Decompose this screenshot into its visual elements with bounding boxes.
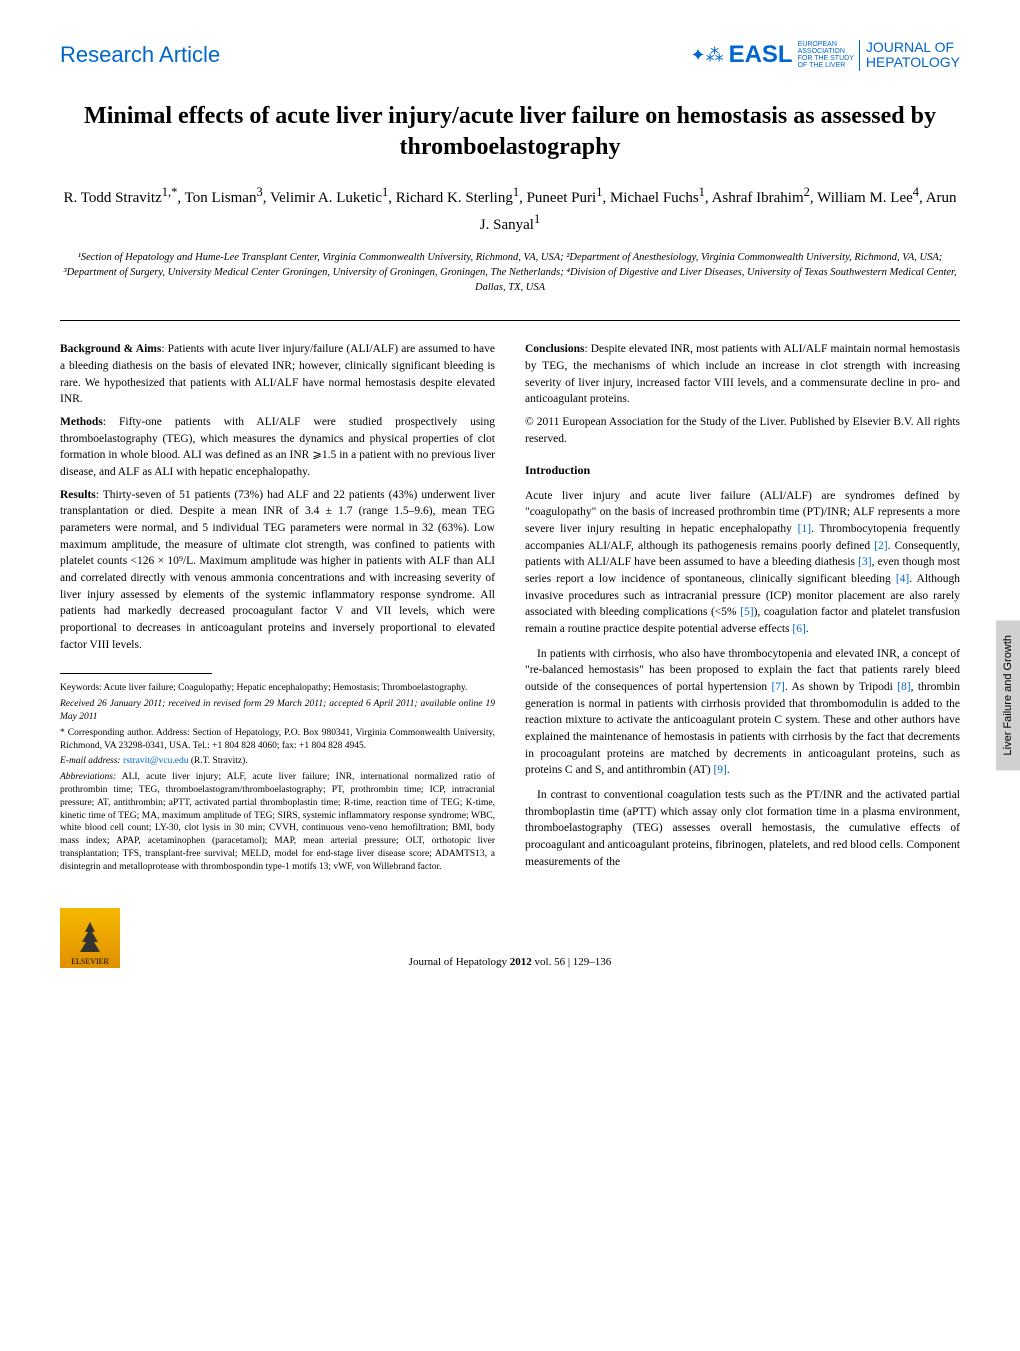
easl-icon: ✦⁂ [690,45,723,66]
introduction-body: Acute liver injury and acute liver failu… [525,488,960,871]
page-header: Research Article ✦⁂ EASL EUROPEAN ASSOCI… [60,40,960,71]
results-text: : Thirty-seven of 51 patients (73%) had … [60,489,495,651]
easl-text: EASL [729,41,793,69]
abstract-conclusions: Conclusions: Despite elevated INR, most … [525,341,960,408]
journal-logo-block: ✦⁂ EASL EUROPEAN ASSOCIATION FOR THE STU… [690,40,960,71]
left-column: Background & Aims: Patients with acute l… [60,341,495,878]
right-column: Conclusions: Despite elevated INR, most … [525,341,960,878]
methods-text: : Fifty-one patients with ALI/ALF were s… [60,416,495,478]
ref-2[interactable]: [2] [874,540,887,552]
elsevier-text: ELSEVIER [71,957,109,966]
background-label: Background & Aims [60,343,161,355]
conclusions-text: : Despite elevated INR, most patients wi… [525,343,960,405]
abstract-results: Results: Thirty-seven of 51 patients (73… [60,487,495,654]
email-line: E-mail address: rstravit@vcu.edu (R.T. S… [60,755,495,768]
elsevier-logo: ELSEVIER [60,908,120,968]
abbrev-text: ALI, acute liver injury; ALF, acute live… [60,772,495,872]
authors-list: R. Todd Stravitz1,*, Ton Lisman3, Velimi… [60,183,960,236]
abbreviations: Abbreviations: ALI, acute liver injury; … [60,771,495,874]
ref-3[interactable]: [3] [858,556,871,568]
easl-subtitle: EUROPEAN ASSOCIATION FOR THE STUDY OF TH… [798,41,854,69]
email-label: E-mail address: [60,756,123,766]
conclusions-label: Conclusions [525,343,584,355]
received-dates: Received 26 January 2011; received in re… [60,698,495,724]
ref-8[interactable]: [8] [897,681,910,693]
introduction-heading: Introduction [525,462,960,479]
side-tab-label: Liver Failure and Growth [996,620,1020,770]
ref-5[interactable]: [5] [740,606,753,618]
corresponding-author: * Corresponding author. Address: Section… [60,727,495,753]
email-suffix: (R.T. Stravitz). [188,756,247,766]
email-address[interactable]: rstravit@vcu.edu [123,756,188,766]
ref-6[interactable]: [6] [792,623,805,635]
ref-9[interactable]: [9] [713,764,726,776]
two-column-layout: Background & Aims: Patients with acute l… [60,341,960,878]
intro-para-3: In contrast to conventional coagulation … [525,787,960,870]
results-label: Results [60,489,96,501]
journal-name: JOURNAL OF HEPATOLOGY [859,40,960,71]
copyright: © 2011 European Association for the Stud… [525,414,960,447]
keywords: Keywords: Acute liver failure; Coagulopa… [60,682,495,695]
affiliations: ¹Section of Hepatology and Hume-Lee Tran… [60,251,960,295]
ref-7[interactable]: [7] [771,681,784,693]
intro-para-1: Acute liver injury and acute liver failu… [525,488,960,638]
intro-para-2: In patients with cirrhosis, who also hav… [525,646,960,779]
footnotes-block: Keywords: Acute liver failure; Coagulopa… [60,682,495,873]
article-title: Minimal effects of acute liver injury/ac… [60,101,960,163]
abstract-background: Background & Aims: Patients with acute l… [60,341,495,408]
abbrev-label: Abbreviations: [60,772,116,782]
ref-1[interactable]: [1] [798,523,811,535]
footnote-divider [60,673,212,674]
abstract-methods: Methods: Fifty-one patients with ALI/ALF… [60,414,495,481]
methods-label: Methods [60,416,103,428]
article-type-label: Research Article [60,42,220,68]
section-divider [60,320,960,321]
ref-4[interactable]: [4] [896,573,909,585]
page-footer: ELSEVIER Journal of Hepatology 2012 vol.… [60,908,960,968]
citation-line: Journal of Hepatology 2012 vol. 56 | 129… [120,956,900,968]
elsevier-tree-icon [70,917,110,957]
